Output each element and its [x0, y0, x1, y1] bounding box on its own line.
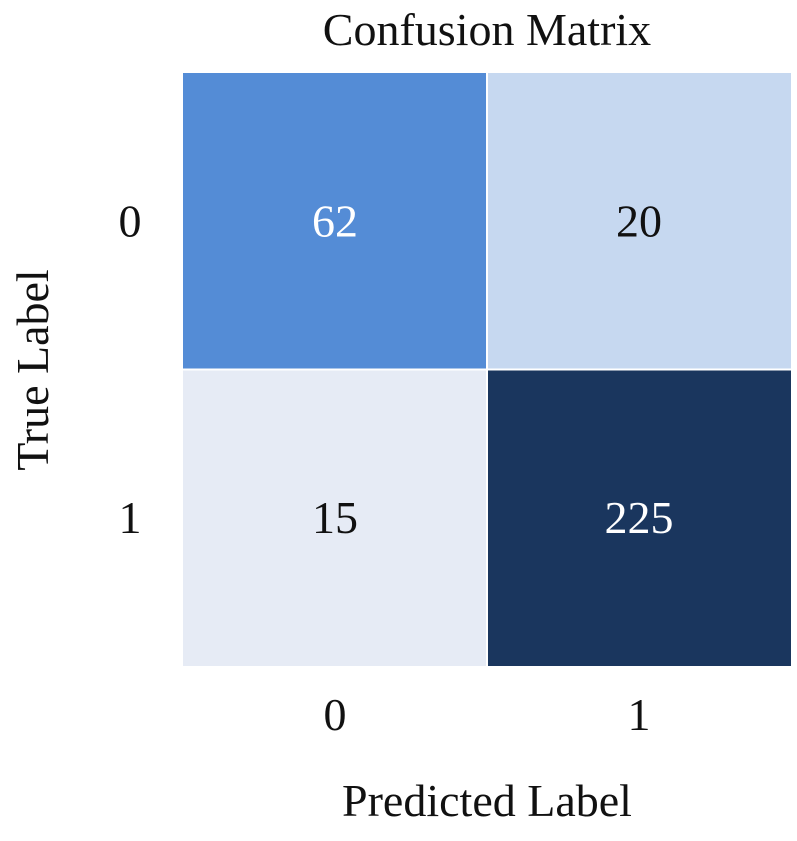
cell-value-r0-c1: 20: [616, 195, 662, 246]
y-axis-label: True Label: [7, 269, 58, 470]
x-tick-label-0: 0: [324, 689, 347, 740]
heatmap-cell-r1-c0: [183, 370, 486, 666]
chart-title: Confusion Matrix: [323, 4, 651, 55]
x-axis-label: Predicted Label: [342, 775, 632, 826]
heatmap-cell-r0-c0: [183, 73, 486, 369]
heatmap-cell-r1-c1: [488, 370, 791, 666]
heatmap-cell-labels: 62 20 15 225: [312, 195, 674, 543]
y-tick-label-0: 0: [119, 195, 142, 246]
y-axis-ticks: 01: [119, 195, 142, 543]
cell-value-r1-c1: 225: [605, 492, 674, 543]
x-tick-label-1: 1: [628, 689, 651, 740]
cell-value-r1-c0: 15: [312, 492, 358, 543]
y-tick-label-1: 1: [119, 492, 142, 543]
heatmap-cells: [183, 73, 791, 666]
heatmap-cell-r0-c1: [488, 73, 791, 369]
cell-value-r0-c0: 62: [312, 195, 358, 246]
